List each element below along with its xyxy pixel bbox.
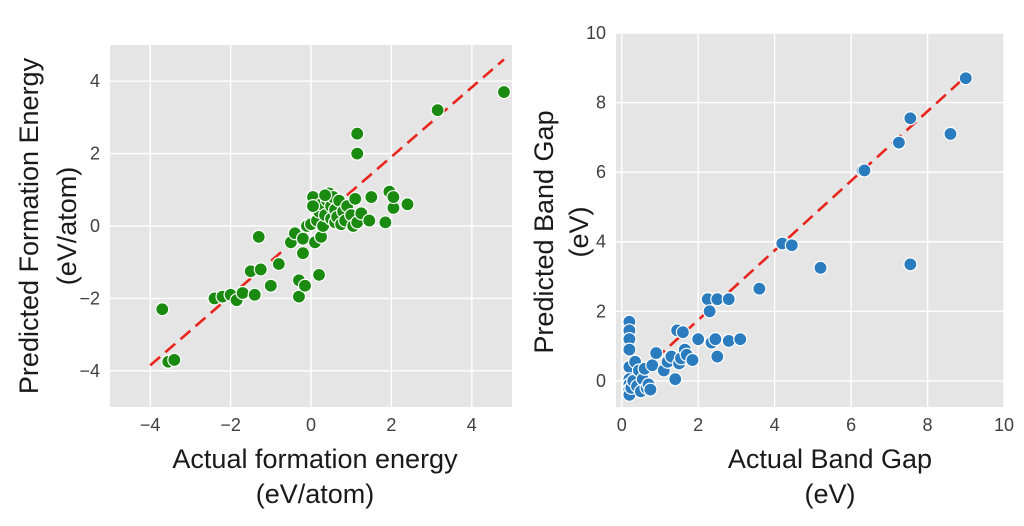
x-axis-label-units: (eV/atom) [256,479,375,509]
y-axis-label: Predicted Formation Energy [14,57,44,394]
data-point [643,382,658,397]
fit-line [149,58,505,367]
data-point [857,163,872,178]
data-point [291,289,307,304]
data-point [752,281,767,296]
data-point [295,231,311,246]
y-tick-label: 2 [596,301,606,321]
y-tick-label: 0 [90,216,100,236]
data-point [784,238,799,253]
data-point [649,345,664,361]
data-point [721,292,736,307]
data-point [378,215,393,230]
y-tick-label: 2 [90,144,100,164]
y-tick-label: 4 [90,71,100,91]
data-point [305,198,321,214]
x-tick-label: 0 [306,415,316,435]
y-axis-label-units: (eV) [564,206,594,257]
data-point [362,213,377,228]
y-axis-label: Predicted Band Gap [529,110,559,353]
y-tick-label: 4 [596,232,606,252]
x-tick-label: 8 [923,415,933,435]
fit-line [624,75,967,388]
data-point [350,146,365,161]
y-tick-labels: −4 −2 0 2 4 [79,71,100,381]
data-point [400,197,415,212]
x-tick-labels: −4 −2 0 2 4 [140,415,477,435]
y-tick-label: 8 [596,93,606,113]
y-tick-label: 6 [596,162,606,182]
data-point [348,191,363,206]
data-point [903,257,918,272]
data-point [675,325,690,340]
data-point [943,126,958,141]
x-tick-label: 0 [617,415,627,435]
x-axis-label-units: (eV) [804,479,855,509]
data-point [710,349,725,364]
data-points [155,84,512,369]
data-point [253,262,268,277]
data-point [251,229,266,244]
y-tick-label: −4 [79,361,100,381]
x-tick-label: 4 [770,415,780,435]
data-point [668,372,683,387]
data-point [271,256,286,272]
x-tick-label: 6 [846,415,856,435]
data-point [364,189,379,205]
y-tick-label: 0 [596,371,606,391]
x-tick-label: 10 [994,415,1014,435]
data-point [708,332,723,347]
x-tick-label: 2 [386,415,396,435]
data-points [622,71,973,402]
data-point [958,71,973,86]
data-point [263,278,278,293]
data-point [297,278,313,293]
data-point [295,246,311,261]
x-tick-labels: 0 2 4 6 8 10 [617,415,1014,435]
x-tick-label: 2 [693,415,703,435]
x-axis-label: Actual Band Gap [728,444,932,474]
y-axis-label-units: (eV/atom) [52,167,82,286]
data-point [733,332,748,347]
data-point [155,302,170,317]
band-gap-chart: 0 2 4 6 8 10 0 2 4 6 8 10 Actual Band Gap (eV) Pre… [529,23,1014,509]
data-point [813,260,828,275]
data-point [702,304,717,319]
data-point [317,188,333,203]
y-tick-label: −2 [79,288,100,308]
x-tick-label: −4 [140,415,161,435]
data-point [685,352,700,368]
gridlines [616,32,1005,407]
data-point [622,342,637,357]
data-point [247,287,262,302]
x-tick-label: 4 [467,415,477,435]
data-point [903,111,918,126]
data-point [891,135,906,150]
data-point [386,189,401,205]
y-tick-label: 10 [586,23,606,43]
data-point [691,332,706,347]
x-axis-label: Actual formation energy [172,444,458,474]
data-point [430,103,445,118]
data-point [721,333,736,348]
data-point [311,267,327,282]
data-point [167,352,182,368]
data-point [235,285,250,301]
y-tick-labels: 0 2 4 6 8 10 [586,23,606,391]
x-tick-label: −2 [220,415,241,435]
data-point [496,84,512,100]
data-point [350,126,365,141]
